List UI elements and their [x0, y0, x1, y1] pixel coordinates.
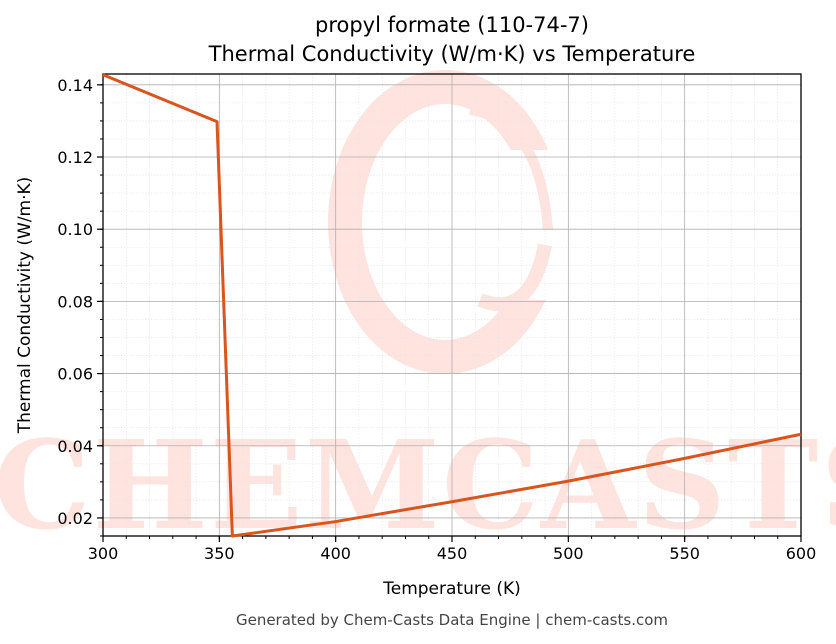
y-tick-label: 0.04	[57, 437, 93, 456]
series-layer	[102, 73, 802, 538]
watermark: CHEMCASTS	[0, 70, 836, 557]
y-tick-label: 0.08	[57, 292, 93, 311]
footer-credit: Generated by Chem-Casts Data Engine | ch…	[236, 611, 668, 629]
y-axis-label: Thermal Conductivity (W/m·K)	[15, 177, 35, 435]
x-tick-label: 500	[553, 544, 584, 563]
x-tick-label: 600	[786, 544, 817, 563]
x-tick-label: 550	[669, 544, 700, 563]
watermark-text: CHEMCASTS	[0, 413, 836, 557]
x-tick-label: 450	[437, 544, 468, 563]
chart-title-line1: propyl formate (110-74-7)	[315, 13, 589, 37]
y-tick-label: 0.10	[57, 220, 93, 239]
x-axis: 300 350 400 450 500 550 600	[88, 536, 817, 563]
y-tick-label: 0.12	[57, 148, 93, 167]
y-tick-label: 0.14	[57, 76, 93, 95]
x-tick-label: 300	[88, 544, 119, 563]
x-tick-label: 350	[204, 544, 235, 563]
x-tick-label: 400	[320, 544, 351, 563]
y-tick-label: 0.02	[57, 509, 93, 528]
watermark-logo-icon	[328, 70, 580, 374]
series-line	[102, 73, 802, 538]
y-tick-label: 0.06	[57, 365, 93, 384]
chart-title-line2: Thermal Conductivity (W/m·K) vs Temperat…	[208, 42, 696, 66]
x-axis-label: Temperature (K)	[382, 579, 521, 599]
y-axis: 0.02 0.04 0.06 0.08 0.10 0.12 0.14	[57, 76, 103, 537]
